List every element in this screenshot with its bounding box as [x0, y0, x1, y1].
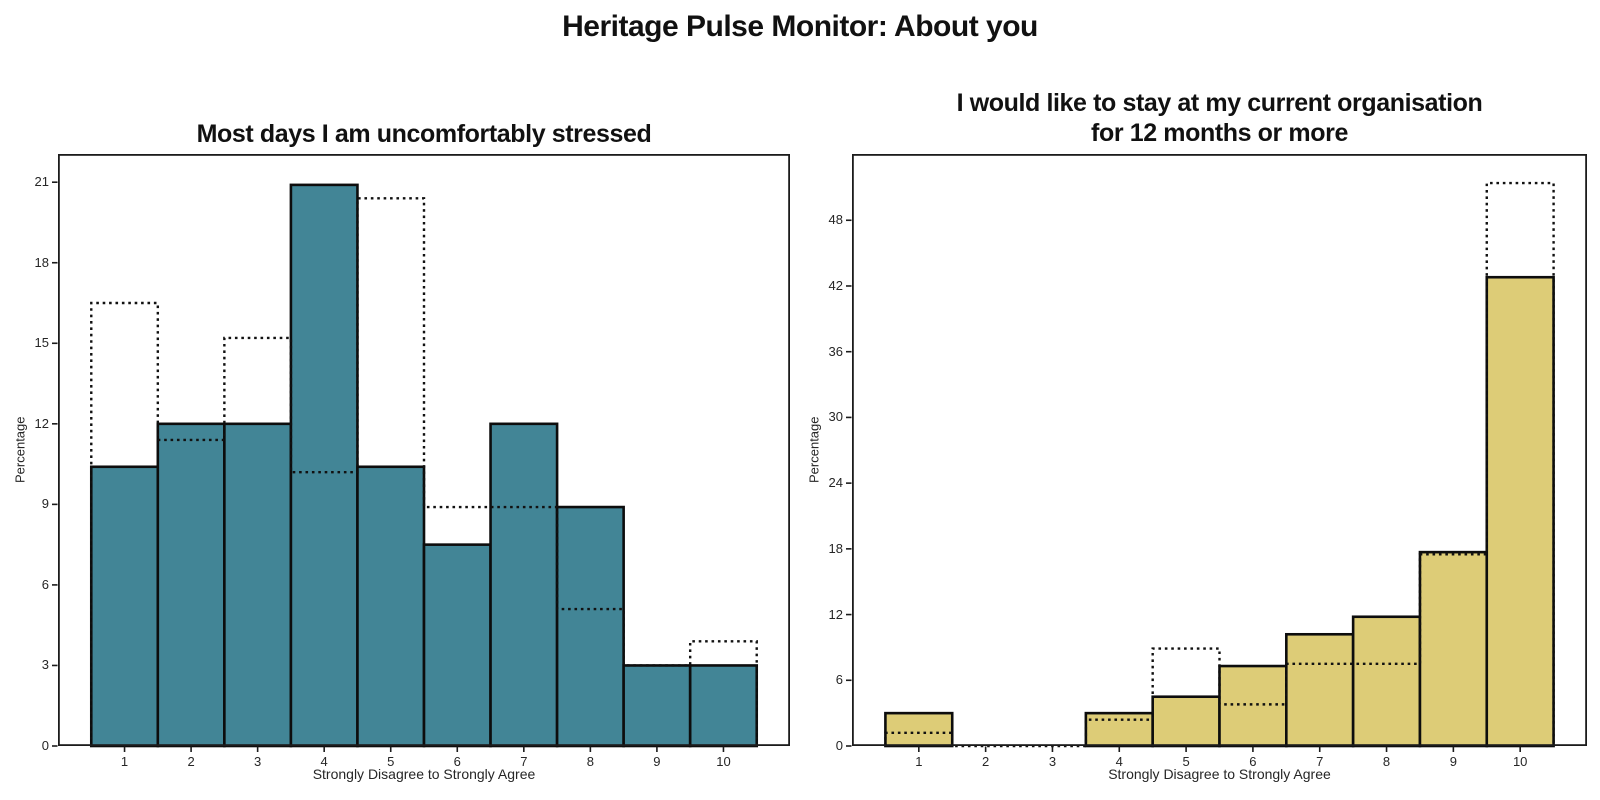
y-tick-label: 6 — [835, 672, 843, 688]
histogram-bar — [89, 465, 160, 748]
y-tick-label: 18 — [828, 540, 843, 556]
right-x-axis-label: Strongly Disagree to Strongly Agree — [1108, 766, 1331, 782]
y-tick-label: 0 — [41, 738, 49, 753]
histogram-bar — [1351, 615, 1422, 748]
y-tick-label: 0 — [835, 738, 843, 753]
y-tick-label: 12 — [828, 606, 843, 622]
left-chart-plot-area: 0 3 6 9 12 15 18 21 1 2 3 4 5 6 7 8 9 10 — [35, 153, 791, 769]
x-tick-label: 9 — [1449, 754, 1457, 769]
left-y-axis-label: Percentage — [12, 416, 28, 484]
histogram-bar — [356, 465, 426, 748]
histogram-bar — [884, 711, 954, 748]
histogram-bar — [688, 664, 759, 748]
x-tick-label: 7 — [520, 754, 528, 769]
x-tick-label: 8 — [586, 754, 594, 769]
histogram-bar — [156, 422, 226, 748]
histogram-bar — [1218, 664, 1288, 748]
histogram-bar — [422, 543, 492, 748]
right-chart-canvas — [846, 153, 1588, 752]
x-tick-label: 10 — [1512, 754, 1528, 769]
dotted-step-outline — [90, 197, 758, 746]
right-chart-title: I would like to stay at my current organ… — [956, 89, 1483, 147]
y-tick-label: 12 — [34, 415, 49, 431]
histogram-bar — [1418, 550, 1489, 748]
x-tick-label: 6 — [1249, 754, 1257, 769]
y-tick-label: 21 — [34, 174, 49, 190]
figure-title: Heritage Pulse Monitor: About you — [562, 10, 1038, 43]
left-x-axis-label: Strongly Disagree to Strongly Agree — [312, 766, 536, 782]
x-tick-label: 1 — [120, 754, 129, 769]
x-tick-label: 4 — [320, 754, 328, 769]
x-tick-label: 8 — [1382, 754, 1391, 769]
x-tick-label: 1 — [915, 754, 923, 769]
histogram-bar — [289, 183, 359, 748]
y-tick-label: 48 — [828, 212, 843, 228]
x-tick-label: 2 — [187, 754, 195, 769]
y-tick-label: 3 — [41, 657, 49, 673]
y-tick-label: 15 — [34, 335, 49, 351]
histogram-bar — [489, 422, 559, 748]
plot-border — [851, 153, 1588, 747]
y-tick-label: 30 — [828, 409, 843, 425]
x-tick-label: 7 — [1316, 754, 1324, 769]
left-chart-canvas — [52, 153, 791, 752]
y-tick-label: 9 — [41, 496, 49, 512]
x-tick-label: 5 — [387, 754, 395, 769]
right-chart-plot-area: 0 6 12 18 24 30 36 42 48 1 2 3 4 5 6 7 8 9 10 — [829, 153, 1588, 769]
x-tick-label: 3 — [1048, 754, 1057, 769]
histogram-bar — [1084, 711, 1154, 748]
histogram-bar — [555, 505, 625, 748]
x-tick-label: 4 — [1115, 754, 1123, 769]
left-chart-title: Most days I am uncomfortably stressed — [196, 120, 652, 148]
x-tick-label: 9 — [653, 754, 661, 769]
y-tick-label: 42 — [828, 277, 843, 293]
histogram-bar — [1485, 275, 1555, 748]
y-tick-label: 6 — [41, 576, 49, 592]
histogram-bar — [622, 664, 692, 748]
x-tick-label: 10 — [716, 754, 731, 769]
histogram-bar — [1151, 695, 1221, 748]
x-tick-label: 2 — [982, 754, 990, 769]
histogram-bar — [223, 422, 293, 748]
y-tick-label: 18 — [34, 254, 49, 270]
histogram-bar — [1285, 632, 1355, 748]
y-tick-label: 24 — [828, 475, 843, 491]
x-tick-label: 5 — [1182, 754, 1190, 769]
right-y-axis-label: Percentage — [806, 416, 822, 484]
plot-border — [57, 153, 791, 747]
x-tick-label: 6 — [453, 754, 461, 769]
x-tick-label: 3 — [254, 754, 262, 769]
y-tick-label: 36 — [828, 343, 843, 359]
